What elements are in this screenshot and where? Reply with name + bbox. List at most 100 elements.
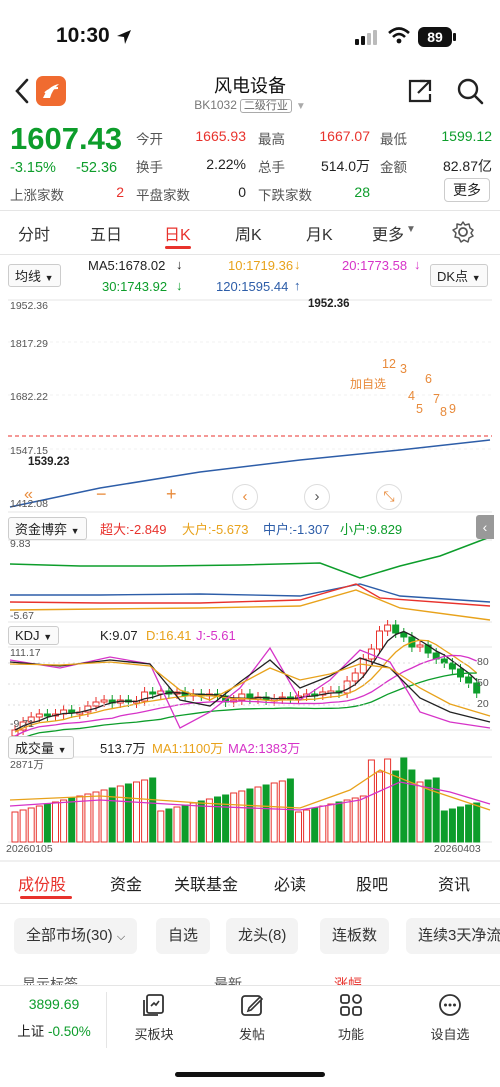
candle-body <box>149 691 157 695</box>
filter-chip-watchlist[interactable]: 自选 <box>156 918 211 954</box>
tab-five-day[interactable]: 五日 <box>90 227 123 244</box>
candle-body <box>416 644 424 648</box>
volume-bar <box>416 781 424 843</box>
price-axis-label: 1682.22 <box>10 391 48 403</box>
volume-bar <box>303 809 311 843</box>
volume-bar <box>392 770 400 843</box>
volume-axis-max: 2871万 <box>10 759 44 771</box>
ma120-line <box>9 439 491 508</box>
price-axis-label: 1547.15 <box>10 445 48 457</box>
search-icon[interactable] <box>456 77 484 105</box>
filter-chip-net-inflow[interactable]: 连续3天净流 <box>406 918 500 954</box>
settings-gear-icon[interactable] <box>452 221 474 243</box>
volume-bar <box>230 792 238 843</box>
buy-sector-button[interactable]: 买板块 <box>114 992 194 1043</box>
kdj-level-80: 80 <box>477 656 489 668</box>
fullscreen-icon[interactable]: ⤡ <box>376 484 402 510</box>
volume-bar <box>116 785 124 843</box>
kdj-dropdown[interactable]: KDJ ▼ <box>8 626 60 645</box>
price-axis-min: 1412.08 <box>10 498 48 510</box>
volume-dropdown[interactable]: 成交量 ▼ <box>8 736 74 759</box>
low-marker-label: 1539.23 <box>28 456 70 468</box>
divider <box>0 210 500 211</box>
tab-related-funds[interactable]: 关联基金 <box>174 877 239 894</box>
tab-fund-flow[interactable]: 资金 <box>110 877 143 894</box>
tab-constituents[interactable]: 成份股 <box>18 877 67 894</box>
tab-daily-k[interactable]: 日K <box>164 227 191 244</box>
volume-bar <box>351 797 359 843</box>
volume-bar <box>376 771 383 843</box>
tab-forum[interactable]: 股吧 <box>356 877 389 894</box>
fund-mid-line <box>10 583 491 603</box>
volume-bar <box>440 810 448 843</box>
back-arrow-icon[interactable] <box>14 78 30 104</box>
candle-body <box>27 716 35 723</box>
kdj-level-20: 20 <box>477 698 489 710</box>
chevron-down-icon: ▼ <box>295 101 306 112</box>
super-large-label: 超大: <box>100 522 130 537</box>
volume-bar <box>108 787 116 843</box>
tab-must-read[interactable]: 必读 <box>274 877 307 894</box>
divider <box>0 860 500 862</box>
index-quote[interactable]: 3899.69 上证 -0.50% <box>8 996 100 1040</box>
high-value: 1667.07 <box>319 128 370 144</box>
post-button[interactable]: 发帖 <box>212 992 292 1043</box>
volume-bar <box>295 811 302 843</box>
volume-label: 总手 <box>258 160 285 175</box>
chevron-down-icon: ⌵ <box>116 931 126 943</box>
filter-chip-all-market[interactable]: 全部市场(30) ⌵ <box>14 918 138 954</box>
scroll-left-fast-icon[interactable]: « <box>24 486 33 503</box>
bottom-tab-indicator <box>20 896 72 899</box>
tab-news[interactable]: 资讯 <box>438 877 471 894</box>
candle-body <box>92 701 100 707</box>
tab-weekly-k[interactable]: 周K <box>235 227 262 244</box>
more-stats-button[interactable]: 更多 <box>444 178 490 202</box>
side-panel-toggle-icon[interactable]: ‹ <box>476 515 494 539</box>
index-value: 3899.69 <box>28 996 80 1012</box>
ma10-line <box>14 639 478 733</box>
volume-bar <box>424 779 432 843</box>
tab-more[interactable]: 更多 <box>372 227 405 244</box>
volume-bar <box>76 795 84 843</box>
dk-point-dropdown[interactable]: DK点 ▼ <box>430 264 488 287</box>
large-number: -5.673 <box>211 522 249 537</box>
post-label: 发帖 <box>238 1027 265 1042</box>
active-tab-indicator <box>165 246 191 249</box>
functions-button[interactable]: 功能 <box>311 992 391 1043</box>
open-label: 今开 <box>136 132 163 147</box>
candle-body <box>351 672 359 682</box>
volume-bar <box>254 786 262 843</box>
scroll-right-icon[interactable]: › <box>304 484 330 510</box>
volume-bar <box>327 803 335 843</box>
ma10-value: 10:1719.36 <box>228 258 294 273</box>
index-change: -0.50% <box>47 1024 91 1039</box>
candle-body <box>473 682 481 694</box>
count-marker: 7 <box>433 392 440 406</box>
kline-chart-area[interactable] <box>0 296 500 856</box>
filter-chip-consecutive[interactable]: 连板数 <box>320 918 390 954</box>
down-arrow-icon: ↓ <box>176 257 183 272</box>
fund-dropdown[interactable]: 资金博弈 ▼ <box>8 517 87 540</box>
chevron-down-icon: ▼ <box>70 526 80 536</box>
volume-ma2-line <box>9 781 491 811</box>
volume-value: 514.0万 <box>320 158 370 174</box>
tab-monthly-k[interactable]: 月K <box>306 227 333 244</box>
volume-bar <box>19 809 27 843</box>
tab-intraday[interactable]: 分时 <box>18 227 51 244</box>
zoom-in-icon[interactable]: + <box>166 484 177 504</box>
high-label: 最高 <box>258 132 285 147</box>
filter-chip-leaders[interactable]: 龙头(8) <box>226 918 299 954</box>
volume-bar <box>343 799 351 843</box>
price-axis-label: 1817.29 <box>10 338 48 350</box>
page-subtitle[interactable]: BK1032 二级行业 ▼ <box>0 97 500 113</box>
scroll-left-icon[interactable]: ‹ <box>232 484 258 510</box>
kdj-j-value: J:-5.61 <box>196 628 236 643</box>
volume-bar <box>400 757 408 843</box>
share-icon[interactable] <box>406 77 434 105</box>
indicator-dropdown[interactable]: 均线 ▼ <box>8 264 61 287</box>
volume-bar <box>262 784 270 843</box>
up-count-value: 2 <box>116 184 124 200</box>
volume-bar <box>43 803 51 843</box>
set-watchlist-button[interactable]: 设自选 <box>410 992 490 1043</box>
zoom-out-icon[interactable]: − <box>96 484 107 504</box>
